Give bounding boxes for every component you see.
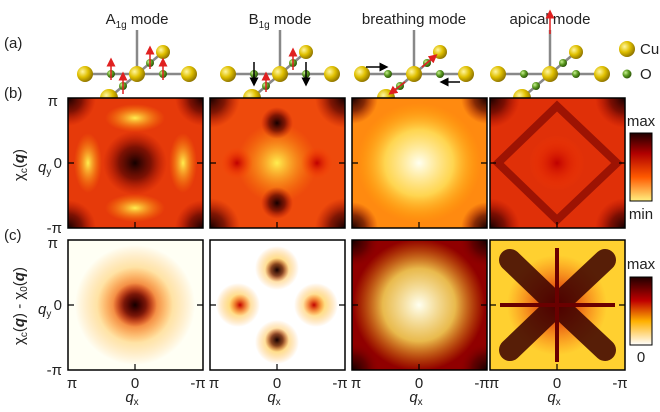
x-tick-label: π: [67, 375, 77, 392]
heatmap: [68, 240, 203, 370]
x-tick-label: -π: [474, 375, 489, 392]
x-axis-label-part: x: [556, 397, 561, 407]
y-tick-label: -π: [47, 362, 62, 379]
colorbar: [630, 277, 652, 345]
colorbar-label: max: [627, 113, 656, 130]
legend-cu: [619, 41, 635, 57]
lattice: [220, 30, 340, 107]
y-label: χc(q) - χ0(q): [11, 267, 30, 345]
y-axis-label: qy: [38, 301, 51, 320]
y-label: χc(q): [11, 149, 30, 181]
x-tick-label: π: [209, 375, 219, 392]
legend-o: [623, 70, 632, 79]
x-tick-label: π: [351, 375, 361, 392]
lattice: [354, 30, 474, 107]
y-tick-label: π: [48, 235, 58, 252]
x-axis-label-part: x: [276, 397, 281, 407]
colorbar-label: 0: [637, 349, 645, 366]
legend-label: Cu: [640, 41, 659, 58]
x-tick-label: -π: [612, 375, 627, 392]
mode-title: A1g mode: [106, 11, 169, 31]
colorbar-label: max: [627, 256, 656, 273]
legend-label: O: [640, 66, 652, 83]
x-axis-label-part: x: [418, 397, 423, 407]
lattice: [490, 14, 610, 107]
heatmap: [210, 240, 345, 370]
panel-label: (b): [4, 85, 22, 102]
y-tick-label: 0: [54, 297, 62, 314]
y-tick-label: 0: [54, 155, 62, 172]
heatmap: [490, 240, 625, 370]
x-tick-label: -π: [332, 375, 347, 392]
x-tick-label: π: [489, 375, 499, 392]
x-tick-label: -π: [190, 375, 205, 392]
panel-label: (a): [4, 35, 22, 52]
lattice: [77, 30, 197, 107]
x-axis-label-part: x: [134, 397, 139, 407]
mode-title: B1g mode: [249, 11, 312, 31]
colorbar-label: min: [629, 206, 653, 223]
colorbar: [630, 133, 652, 201]
figure: (a) A1g mode B1g mode breathing mode api…: [0, 0, 660, 407]
panel-label: (c): [4, 227, 22, 244]
y-axis-label: qy: [38, 159, 51, 178]
y-tick-label: π: [48, 93, 58, 110]
mode-title: breathing mode: [362, 11, 466, 28]
